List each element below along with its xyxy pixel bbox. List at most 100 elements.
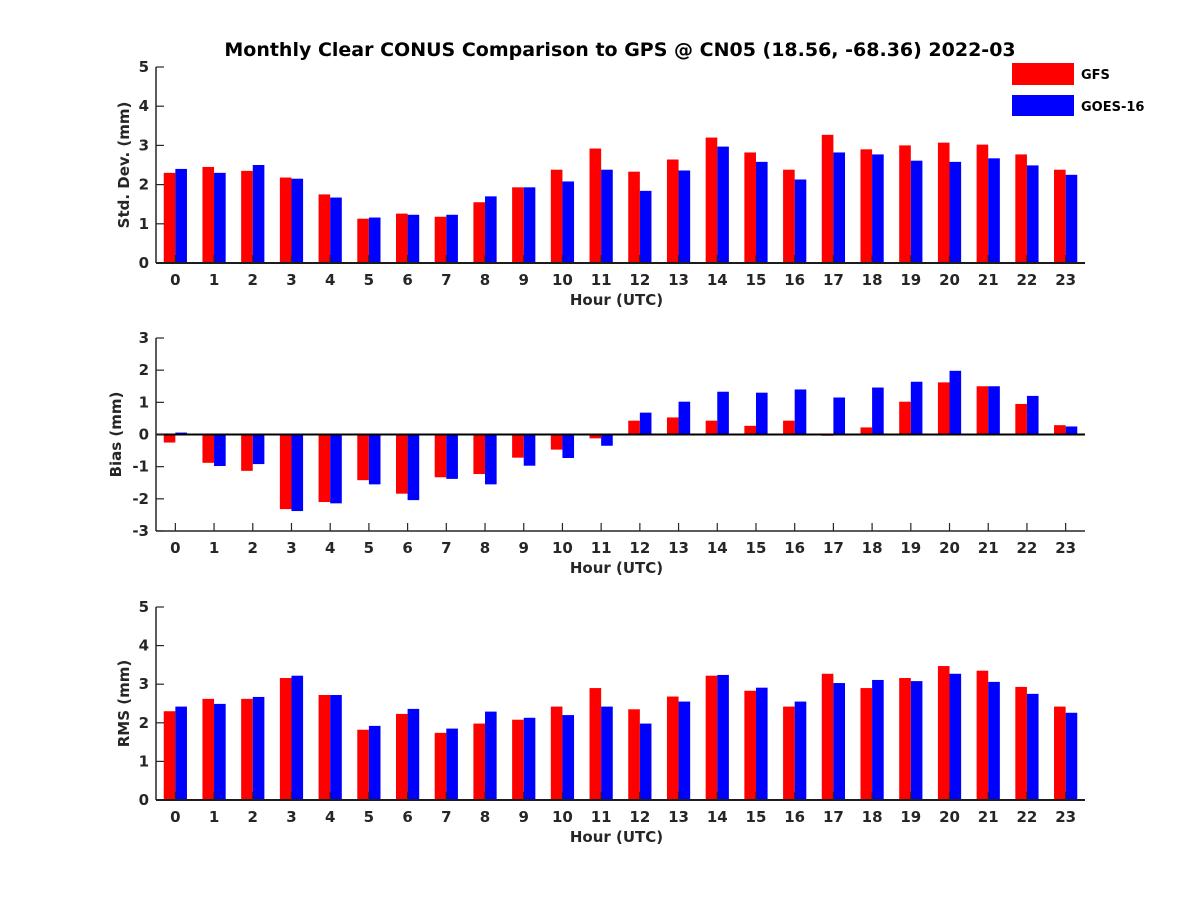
bar-gfs-hour-11 — [589, 434, 602, 439]
bar-goes16-hour-10 — [562, 181, 575, 263]
bar-gfs-hour-11 — [589, 148, 602, 263]
x-tick-label: 12 — [629, 808, 650, 826]
bar-goes16-hour-6 — [407, 708, 420, 800]
x-tick-label: 9 — [519, 808, 529, 826]
bar-gfs-hour-0 — [163, 172, 176, 263]
bar-goes16-hour-8 — [485, 434, 497, 485]
bar-gfs-hour-15 — [744, 425, 756, 435]
bar-gfs-hour-4 — [318, 194, 331, 263]
y-tick-label: 0 — [139, 791, 149, 809]
x-tick-label: 7 — [441, 808, 451, 826]
bar-goes16-hour-6 — [407, 434, 420, 501]
x-tick-label: 8 — [480, 271, 490, 289]
y-tick-label: 4 — [139, 637, 149, 655]
x-tick-label: 0 — [170, 271, 180, 289]
bar-goes16-hour-14 — [717, 146, 729, 263]
bar-gfs-hour-2 — [241, 698, 253, 800]
x-tick-label: 20 — [939, 539, 960, 557]
bar-gfs-hour-19 — [899, 145, 911, 263]
x-tick-label: 3 — [286, 271, 296, 289]
bar-goes16-hour-2 — [252, 434, 265, 465]
x-tick-label: 2 — [248, 271, 258, 289]
bar-goes16-hour-1 — [214, 703, 226, 800]
y-tick-label: 3 — [139, 675, 149, 693]
bar-gfs-hour-6 — [395, 213, 408, 263]
bar-gfs-hour-18 — [860, 427, 873, 435]
x-tick-label: 21 — [978, 271, 999, 289]
bar-goes16-hour-19 — [910, 681, 923, 800]
bar-gfs-hour-12 — [628, 709, 640, 800]
x-tick-label: 6 — [402, 271, 412, 289]
bar-goes16-hour-20 — [949, 161, 962, 263]
x-tick-label: 9 — [519, 271, 529, 289]
bar-gfs-hour-2 — [241, 434, 253, 471]
bar-goes16-hour-17 — [833, 683, 846, 800]
x-tick-label: 18 — [862, 808, 883, 826]
x-tick-label: 12 — [629, 539, 650, 557]
x-tick-label: 1 — [209, 271, 219, 289]
bar-goes16-hour-19 — [910, 160, 923, 263]
bar-gfs-hour-10 — [550, 706, 563, 800]
bar-gfs-hour-22 — [1015, 403, 1027, 435]
bar-goes16-hour-21 — [988, 158, 1000, 263]
x-tick-label: 13 — [668, 271, 689, 289]
bar-goes16-hour-4 — [330, 434, 342, 504]
x-tick-label: 18 — [862, 271, 883, 289]
bar-goes16-hour-21 — [988, 681, 1000, 800]
bar-goes16-hour-16 — [794, 701, 807, 800]
bar-goes16-hour-12 — [639, 190, 652, 263]
x-tick-label: 22 — [1017, 539, 1038, 557]
y-tick-label: 0 — [139, 254, 149, 272]
bar-gfs-hour-9 — [512, 187, 524, 263]
bar-gfs-hour-0 — [163, 434, 176, 443]
bar-goes16-hour-12 — [639, 412, 652, 435]
x-tick-label: 7 — [441, 539, 451, 557]
bar-goes16-hour-11 — [601, 169, 613, 263]
x-tick-label: 23 — [1055, 808, 1076, 826]
x-tick-label: 11 — [591, 271, 612, 289]
bar-gfs-hour-23 — [1054, 169, 1066, 263]
bar-goes16-hour-23 — [1065, 712, 1078, 800]
x-tick-label: 4 — [325, 808, 335, 826]
legend-swatch-goes16 — [1012, 95, 1074, 116]
bar-gfs-hour-17 — [821, 134, 834, 263]
bar-goes16-hour-21 — [988, 386, 1000, 435]
x-tick-label: 13 — [668, 808, 689, 826]
bar-goes16-hour-17 — [833, 152, 846, 263]
x-tick-label: 15 — [746, 808, 767, 826]
bar-gfs-hour-12 — [628, 420, 640, 435]
bar-goes16-hour-18 — [872, 387, 884, 435]
x-tick-label: 19 — [900, 539, 921, 557]
bar-gfs-hour-10 — [550, 434, 563, 450]
bar-gfs-hour-9 — [512, 434, 524, 458]
x-tick-label: 15 — [746, 271, 767, 289]
bar-goes16-hour-3 — [291, 675, 304, 800]
x-tick-label: 1 — [209, 539, 219, 557]
bar-goes16-hour-20 — [949, 370, 962, 435]
bar-gfs-hour-14 — [705, 137, 718, 263]
bar-goes16-hour-3 — [291, 178, 304, 263]
bar-goes16-hour-17 — [833, 397, 846, 435]
x-tick-label: 21 — [978, 808, 999, 826]
x-tick-label: 21 — [978, 539, 999, 557]
bar-goes16-hour-14 — [717, 674, 729, 800]
bar-gfs-hour-10 — [550, 169, 563, 263]
bar-goes16-hour-15 — [755, 161, 768, 263]
x-tick-label: 5 — [364, 808, 374, 826]
y-tick-label: -2 — [132, 490, 149, 508]
bar-goes16-hour-2 — [252, 696, 265, 800]
x-tick-label: 16 — [784, 271, 805, 289]
y-tick-label: 5 — [139, 598, 149, 616]
y-tick-label: 5 — [139, 58, 149, 76]
bar-goes16-hour-16 — [794, 389, 807, 435]
bar-gfs-hour-22 — [1015, 686, 1027, 800]
x-tick-label: 3 — [286, 808, 296, 826]
bar-goes16-hour-0 — [175, 168, 187, 263]
bar-gfs-hour-21 — [976, 144, 989, 263]
bar-goes16-hour-10 — [562, 715, 575, 800]
x-tick-label: 10 — [552, 271, 573, 289]
bar-gfs-hour-11 — [589, 688, 602, 800]
bar-goes16-hour-4 — [330, 197, 342, 263]
